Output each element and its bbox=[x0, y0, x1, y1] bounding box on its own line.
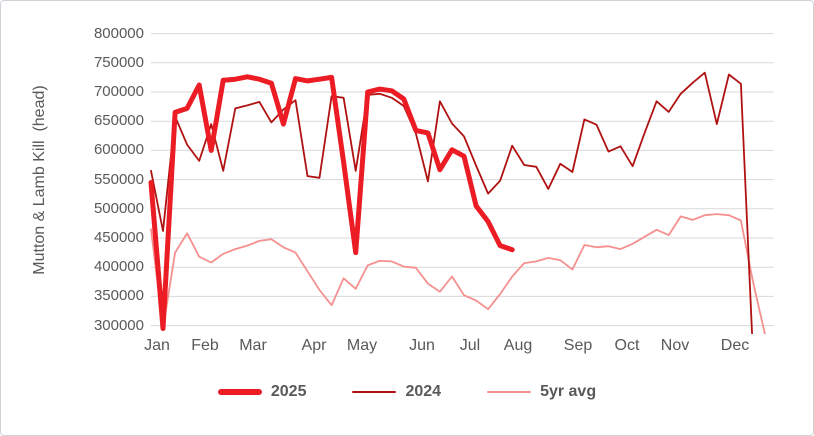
legend-label-2025: 2025 bbox=[270, 383, 307, 400]
y-tick-label: 600000 bbox=[93, 141, 144, 158]
x-tick-label-nov: Nov bbox=[660, 337, 690, 354]
x-tick-label-oct: Oct bbox=[614, 337, 640, 354]
x-tick-label-aug: Aug bbox=[503, 337, 533, 354]
y-tick-label: 550000 bbox=[93, 171, 144, 188]
legend-label-2024: 2024 bbox=[405, 383, 442, 400]
series-line-2025 bbox=[148, 74, 515, 331]
legend-line-2025-icon bbox=[217, 389, 262, 395]
x-tick-label-may: May bbox=[346, 337, 378, 354]
legend-line-5yr-avg-icon bbox=[487, 390, 532, 394]
x-tick-label-mar: Mar bbox=[239, 337, 267, 354]
y-tick-label: 700000 bbox=[93, 83, 144, 100]
legend-item-2025: 2025 bbox=[217, 383, 307, 401]
y-tick-label: 400000 bbox=[93, 258, 144, 275]
y-tick-label: 300000 bbox=[93, 317, 144, 334]
legend: 2025 2024 5yr avg bbox=[1, 383, 813, 401]
y-axis-title: Mutton & Lamb Kill (head) bbox=[31, 85, 48, 275]
series-line-5yr-avg bbox=[150, 213, 766, 334]
legend-item-2024: 2024 bbox=[352, 383, 441, 401]
x-tick-label-dec: Dec bbox=[720, 337, 750, 354]
x-tick-label-sep: Sep bbox=[563, 337, 593, 354]
x-tick-label-jul: Jul bbox=[459, 337, 481, 354]
legend-label-5yr-avg: 5yr avg bbox=[540, 383, 597, 400]
series-line-2024 bbox=[150, 71, 753, 334]
x-tick-label-feb: Feb bbox=[191, 337, 219, 354]
legend-item-5yr-avg: 5yr avg bbox=[487, 383, 596, 401]
y-tick-label: 650000 bbox=[93, 112, 144, 129]
legend-line-2024-icon bbox=[352, 390, 397, 394]
x-tick-label-jun: Jun bbox=[409, 337, 435, 354]
y-tick-label: 750000 bbox=[93, 54, 144, 71]
y-tick-label: 800000 bbox=[93, 25, 144, 42]
y-tick-label: 350000 bbox=[93, 287, 144, 304]
x-tick-label-jan: Jan bbox=[144, 337, 170, 354]
x-tick-label-apr: Apr bbox=[301, 337, 327, 354]
y-tick-label: 500000 bbox=[93, 200, 144, 217]
y-tick-label: 450000 bbox=[93, 229, 144, 246]
